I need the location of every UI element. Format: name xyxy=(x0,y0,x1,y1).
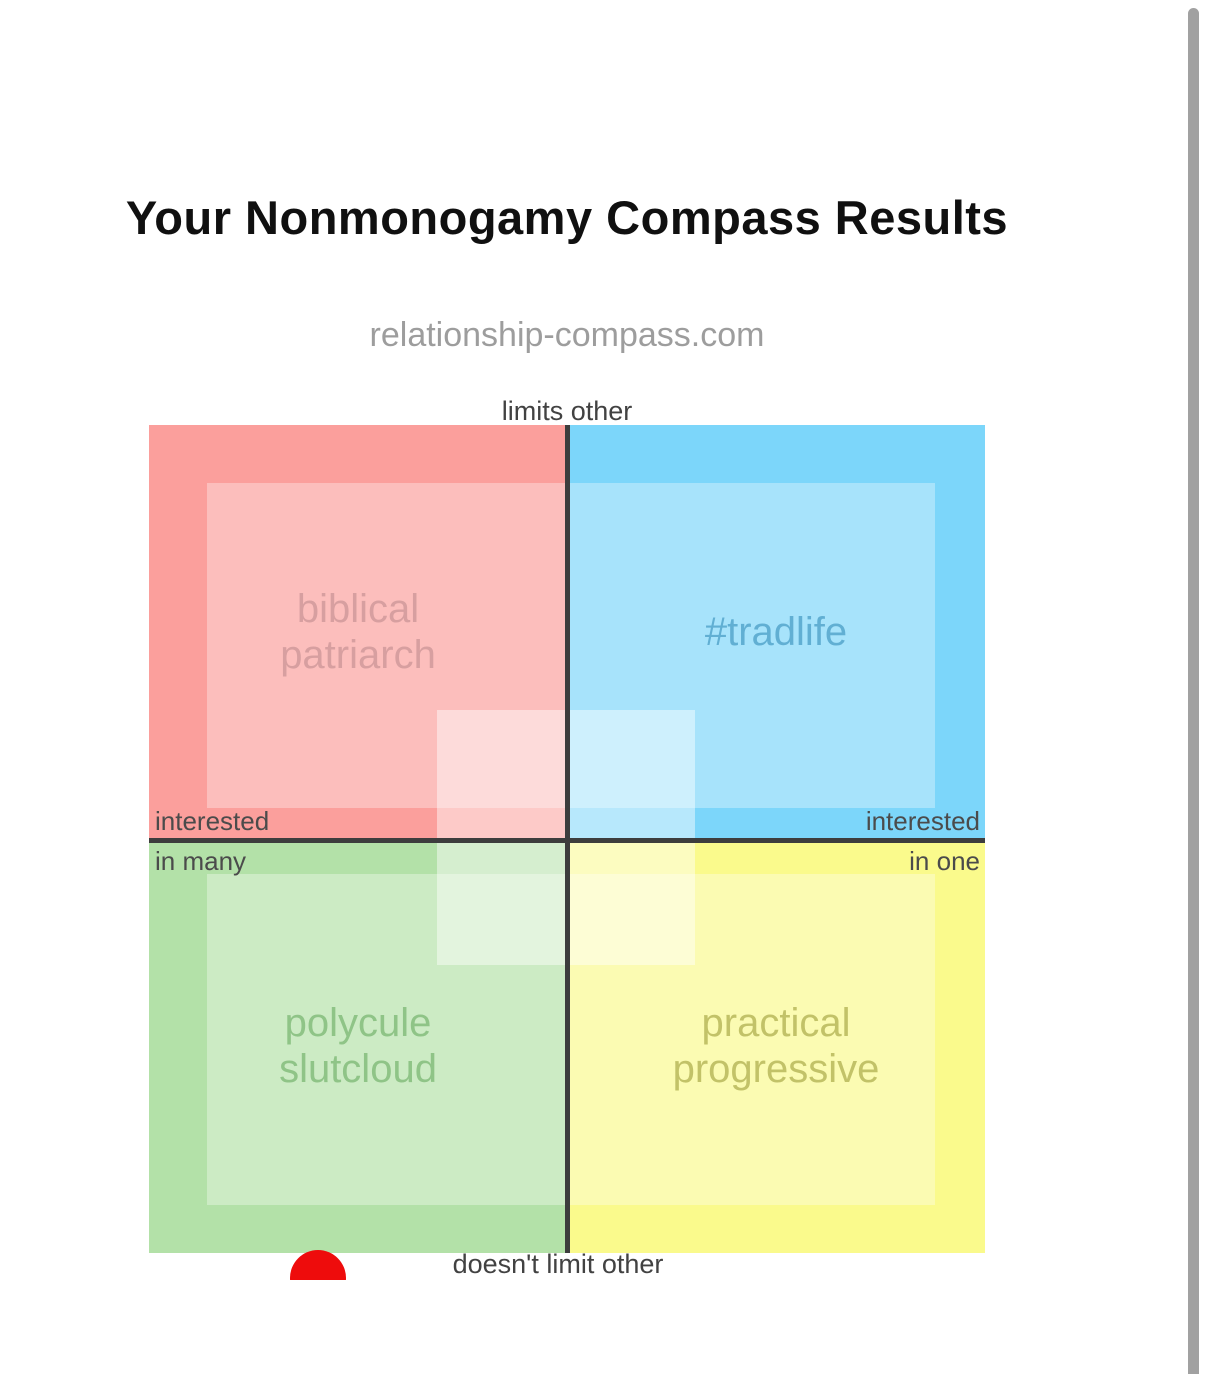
quadrant-label-line: #tradlife xyxy=(704,609,848,654)
horizontal-axis-line xyxy=(149,838,985,843)
compass-board: biblical patriarch #tradlife polycule sl… xyxy=(149,425,985,1253)
compass-figure: limits other biblical patriarch #tra xyxy=(149,398,985,1280)
axis-label-left-line1: interested xyxy=(155,806,270,836)
axis-label-right-line1: interested xyxy=(865,806,980,836)
quadrant-label-line: patriarch xyxy=(280,632,436,677)
quadrant-bottom-left xyxy=(149,841,567,1253)
axis-label-right-line2: in one xyxy=(909,846,980,876)
axis-label-top: limits other xyxy=(501,398,633,426)
quadrant-label-tradlife: #tradlife xyxy=(567,425,985,838)
quadrant-label-line: progressive xyxy=(672,1046,880,1091)
quadrant-label-practical-progressive: practical progressive xyxy=(567,838,985,1253)
quadrant-top-left xyxy=(149,425,567,841)
quadrant-label-line: biblical xyxy=(296,586,420,631)
quadrant-bottom-right xyxy=(567,841,985,1253)
quadrant-label-line: polycule xyxy=(284,1000,432,1045)
page-title: Your Nonmonogamy Compass Results xyxy=(125,191,1009,245)
axis-label-bottom: doesn't limit other xyxy=(452,1249,664,1279)
inner-shade-top-right xyxy=(567,483,935,808)
scrollbar-thumb[interactable] xyxy=(1188,8,1199,1374)
inner-shade-bottom-left xyxy=(207,874,567,1205)
quadrant-label-line: practical xyxy=(701,1000,851,1045)
quadrant-label-polycule-slutcloud: polycule slutcloud xyxy=(149,838,567,1253)
quadrant-label-line: slutcloud xyxy=(279,1046,437,1091)
quadrant-label-biblical-patriarch: biblical patriarch xyxy=(149,425,567,838)
axis-label-left-line2: in many xyxy=(155,846,247,876)
inner-shade-bottom-right xyxy=(567,874,935,1205)
quadrant-top-right xyxy=(567,425,985,841)
site-name: relationship-compass.com xyxy=(369,316,765,354)
inner-shade-top-left xyxy=(207,483,567,808)
